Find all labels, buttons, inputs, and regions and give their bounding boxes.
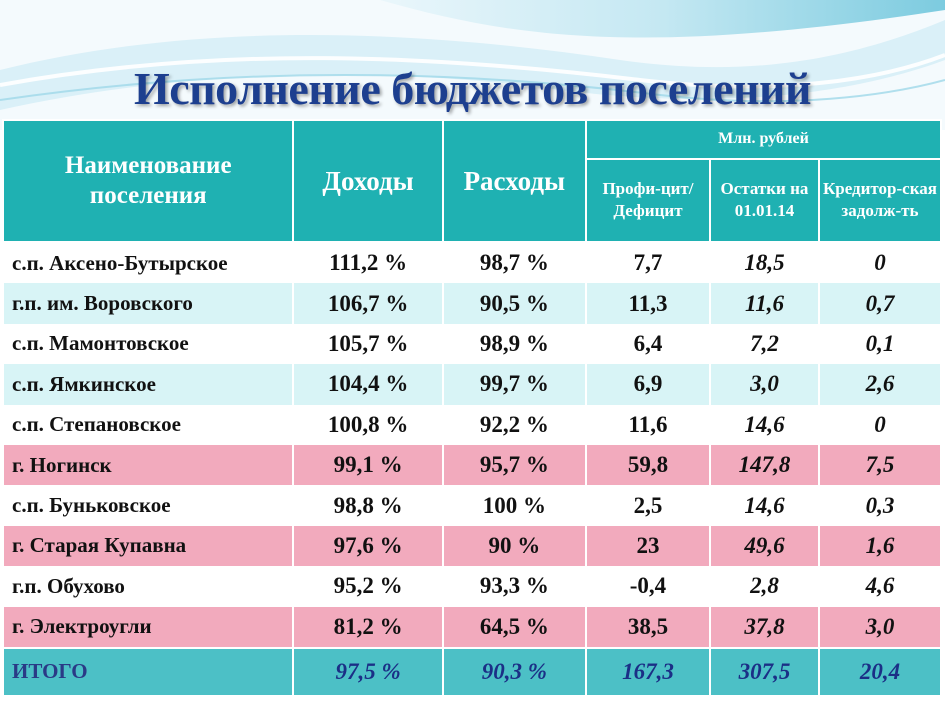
table-row: с.п. Мамонтовское 105,7 % 98,9 % 6,4 7,2… xyxy=(1,323,943,365)
income-value: 104,4 % xyxy=(292,364,444,405)
total-expenses: 90,3 % xyxy=(441,646,587,695)
debt-value: 0 xyxy=(817,404,943,445)
total-row: ИТОГО 97,5 % 90,3 % 167,3 307,5 20,4 xyxy=(1,646,943,695)
settlement-name: г. Электроугли xyxy=(1,606,295,648)
debt-value: 3,0 xyxy=(817,606,943,648)
table-row: г. Электроугли 81,2 % 64,5 % 38,5 37,8 3… xyxy=(1,606,943,648)
col-header-surplus: Профи-цит/ Дефицит xyxy=(584,157,712,244)
surplus-value: 6,9 xyxy=(584,364,712,405)
expenses-value: 99,7 % xyxy=(441,364,587,405)
debt-value: 4,6 xyxy=(817,566,943,607)
header-wave-decoration xyxy=(0,0,945,130)
col-header-income: Доходы xyxy=(292,119,444,243)
expenses-value: 100 % xyxy=(441,485,587,526)
page-title: Исполнение бюджетов поселений xyxy=(133,63,812,114)
expenses-value: 98,7 % xyxy=(441,242,587,284)
balance-value: 147,8 xyxy=(709,444,820,486)
debt-value: 0,3 xyxy=(817,485,943,526)
table-row: с.п. Ямкинское 104,4 % 99,7 % 6,9 3,0 2,… xyxy=(1,364,943,405)
balance-value: 14,6 xyxy=(709,485,820,526)
debt-value: 2,6 xyxy=(817,364,943,405)
debt-value: 0,7 xyxy=(817,283,943,324)
expenses-value: 90,5 % xyxy=(441,283,587,324)
balance-value: 37,8 xyxy=(709,606,820,648)
total-surplus: 167,3 xyxy=(584,646,712,695)
income-value: 81,2 % xyxy=(292,606,444,648)
table-row: г. Старая Купавна 97,6 % 90 % 23 49,6 1,… xyxy=(1,525,943,567)
table-row: г. Ногинск 99,1 % 95,7 % 59,8 147,8 7,5 xyxy=(1,444,943,486)
income-value: 100,8 % xyxy=(292,404,444,445)
settlement-name: г.п. Обухово xyxy=(1,566,295,607)
settlement-name: с.п. Буньковское xyxy=(1,485,295,526)
surplus-value: -0,4 xyxy=(584,566,712,607)
expenses-value: 93,3 % xyxy=(441,566,587,607)
surplus-value: 11,3 xyxy=(584,283,712,324)
balance-value: 49,6 xyxy=(709,525,820,567)
debt-value: 7,5 xyxy=(817,444,943,486)
expenses-value: 95,7 % xyxy=(441,444,587,486)
expenses-value: 92,2 % xyxy=(441,404,587,445)
total-balance: 307,5 xyxy=(709,646,820,695)
total-debt: 20,4 xyxy=(817,646,943,695)
income-value: 106,7 % xyxy=(292,283,444,324)
col-header-expenses: Расходы xyxy=(441,119,587,243)
expenses-value: 64,5 % xyxy=(441,606,587,648)
settlement-name: с.п. Степановское xyxy=(1,404,295,445)
debt-value: 1,6 xyxy=(817,525,943,567)
income-value: 95,2 % xyxy=(292,566,444,607)
balance-value: 3,0 xyxy=(709,364,820,405)
income-value: 98,8 % xyxy=(292,485,444,526)
table-row: г.п. Обухово 95,2 % 93,3 % -0,4 2,8 4,6 xyxy=(1,566,943,607)
col-header-balance: Остатки на 01.01.14 xyxy=(709,157,820,244)
table-row: с.п. Аксено-Бутырское 111,2 % 98,7 % 7,7… xyxy=(1,242,943,284)
table-row: с.п. Буньковское 98,8 % 100 % 2,5 14,6 0… xyxy=(1,485,943,526)
table-row: с.п. Степановское 100,8 % 92,2 % 11,6 14… xyxy=(1,404,943,445)
surplus-value: 23 xyxy=(584,525,712,567)
surplus-value: 6,4 xyxy=(584,323,712,365)
balance-value: 7,2 xyxy=(709,323,820,365)
col-header-debt: Кредитор-ская задолж-ть xyxy=(817,157,943,244)
table-row: г.п. им. Воровского 106,7 % 90,5 % 11,3 … xyxy=(1,283,943,324)
surplus-value: 7,7 xyxy=(584,242,712,284)
expenses-value: 90 % xyxy=(441,525,587,567)
surplus-value: 2,5 xyxy=(584,485,712,526)
total-label: ИТОГО xyxy=(1,646,295,695)
surplus-value: 11,6 xyxy=(584,404,712,445)
income-value: 111,2 % xyxy=(292,242,444,284)
col-header-name: Наименование поселения xyxy=(1,119,295,243)
debt-value: 0 xyxy=(817,242,943,284)
settlement-name: г. Ногинск xyxy=(1,444,295,486)
settlement-name: с.п. Мамонтовское xyxy=(1,323,295,365)
balance-value: 11,6 xyxy=(709,283,820,324)
income-value: 99,1 % xyxy=(292,444,444,486)
income-value: 97,6 % xyxy=(292,525,444,567)
settlement-name: с.п. Ямкинское xyxy=(1,364,295,405)
debt-value: 0,1 xyxy=(817,323,943,365)
surplus-value: 59,8 xyxy=(584,444,712,486)
expenses-value: 98,9 % xyxy=(441,323,587,365)
settlement-name: с.п. Аксено-Бутырское xyxy=(1,242,295,284)
balance-value: 18,5 xyxy=(709,242,820,284)
total-income: 97,5 % xyxy=(292,646,444,695)
surplus-value: 38,5 xyxy=(584,606,712,648)
balance-value: 14,6 xyxy=(709,404,820,445)
settlement-name: г. Старая Купавна xyxy=(1,525,295,567)
settlement-name: г.п. им. Воровского xyxy=(1,283,295,324)
unit-header: Млн. рублей xyxy=(584,119,943,160)
budget-table: Наименование поселения Доходы Расходы Мл… xyxy=(1,119,943,695)
balance-value: 2,8 xyxy=(709,566,820,607)
table-body: с.п. Аксено-Бутырское 111,2 % 98,7 % 7,7… xyxy=(1,242,943,695)
income-value: 105,7 % xyxy=(292,323,444,365)
